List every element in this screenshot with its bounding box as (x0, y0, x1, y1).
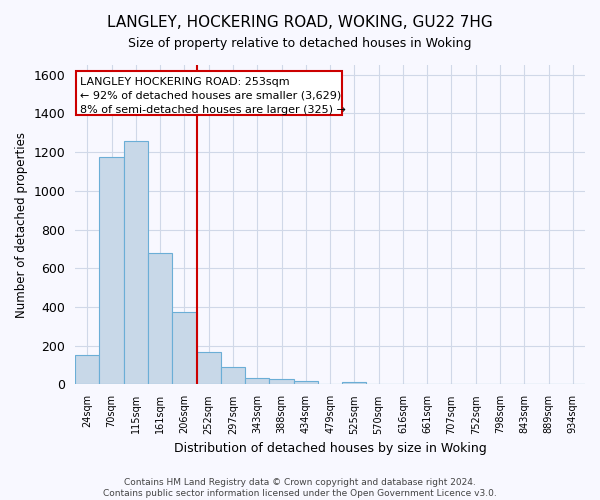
Bar (197, 352, 221, 384)
Bar (100, 157, 124, 384)
Bar (342, 382, 367, 384)
Bar (124, 142, 148, 384)
FancyBboxPatch shape (76, 71, 342, 116)
X-axis label: Distribution of detached houses by size in Woking: Distribution of detached houses by size … (174, 442, 487, 455)
Bar (221, 367, 245, 384)
Text: Contains HM Land Registry data © Crown copyright and database right 2024.
Contai: Contains HM Land Registry data © Crown c… (103, 478, 497, 498)
Bar (172, 312, 197, 384)
Bar (245, 378, 269, 384)
Bar (293, 380, 318, 384)
Bar (148, 253, 172, 384)
Text: LANGLEY, HOCKERING ROAD, WOKING, GU22 7HG: LANGLEY, HOCKERING ROAD, WOKING, GU22 7H… (107, 15, 493, 30)
Y-axis label: Number of detached properties: Number of detached properties (15, 132, 28, 318)
Bar (269, 378, 293, 384)
Text: Size of property relative to detached houses in Woking: Size of property relative to detached ho… (128, 38, 472, 51)
Bar (75, 356, 100, 384)
Text: LANGLEY HOCKERING ROAD: 253sqm
← 92% of detached houses are smaller (3,629)
8% o: LANGLEY HOCKERING ROAD: 253sqm ← 92% of … (80, 76, 346, 114)
